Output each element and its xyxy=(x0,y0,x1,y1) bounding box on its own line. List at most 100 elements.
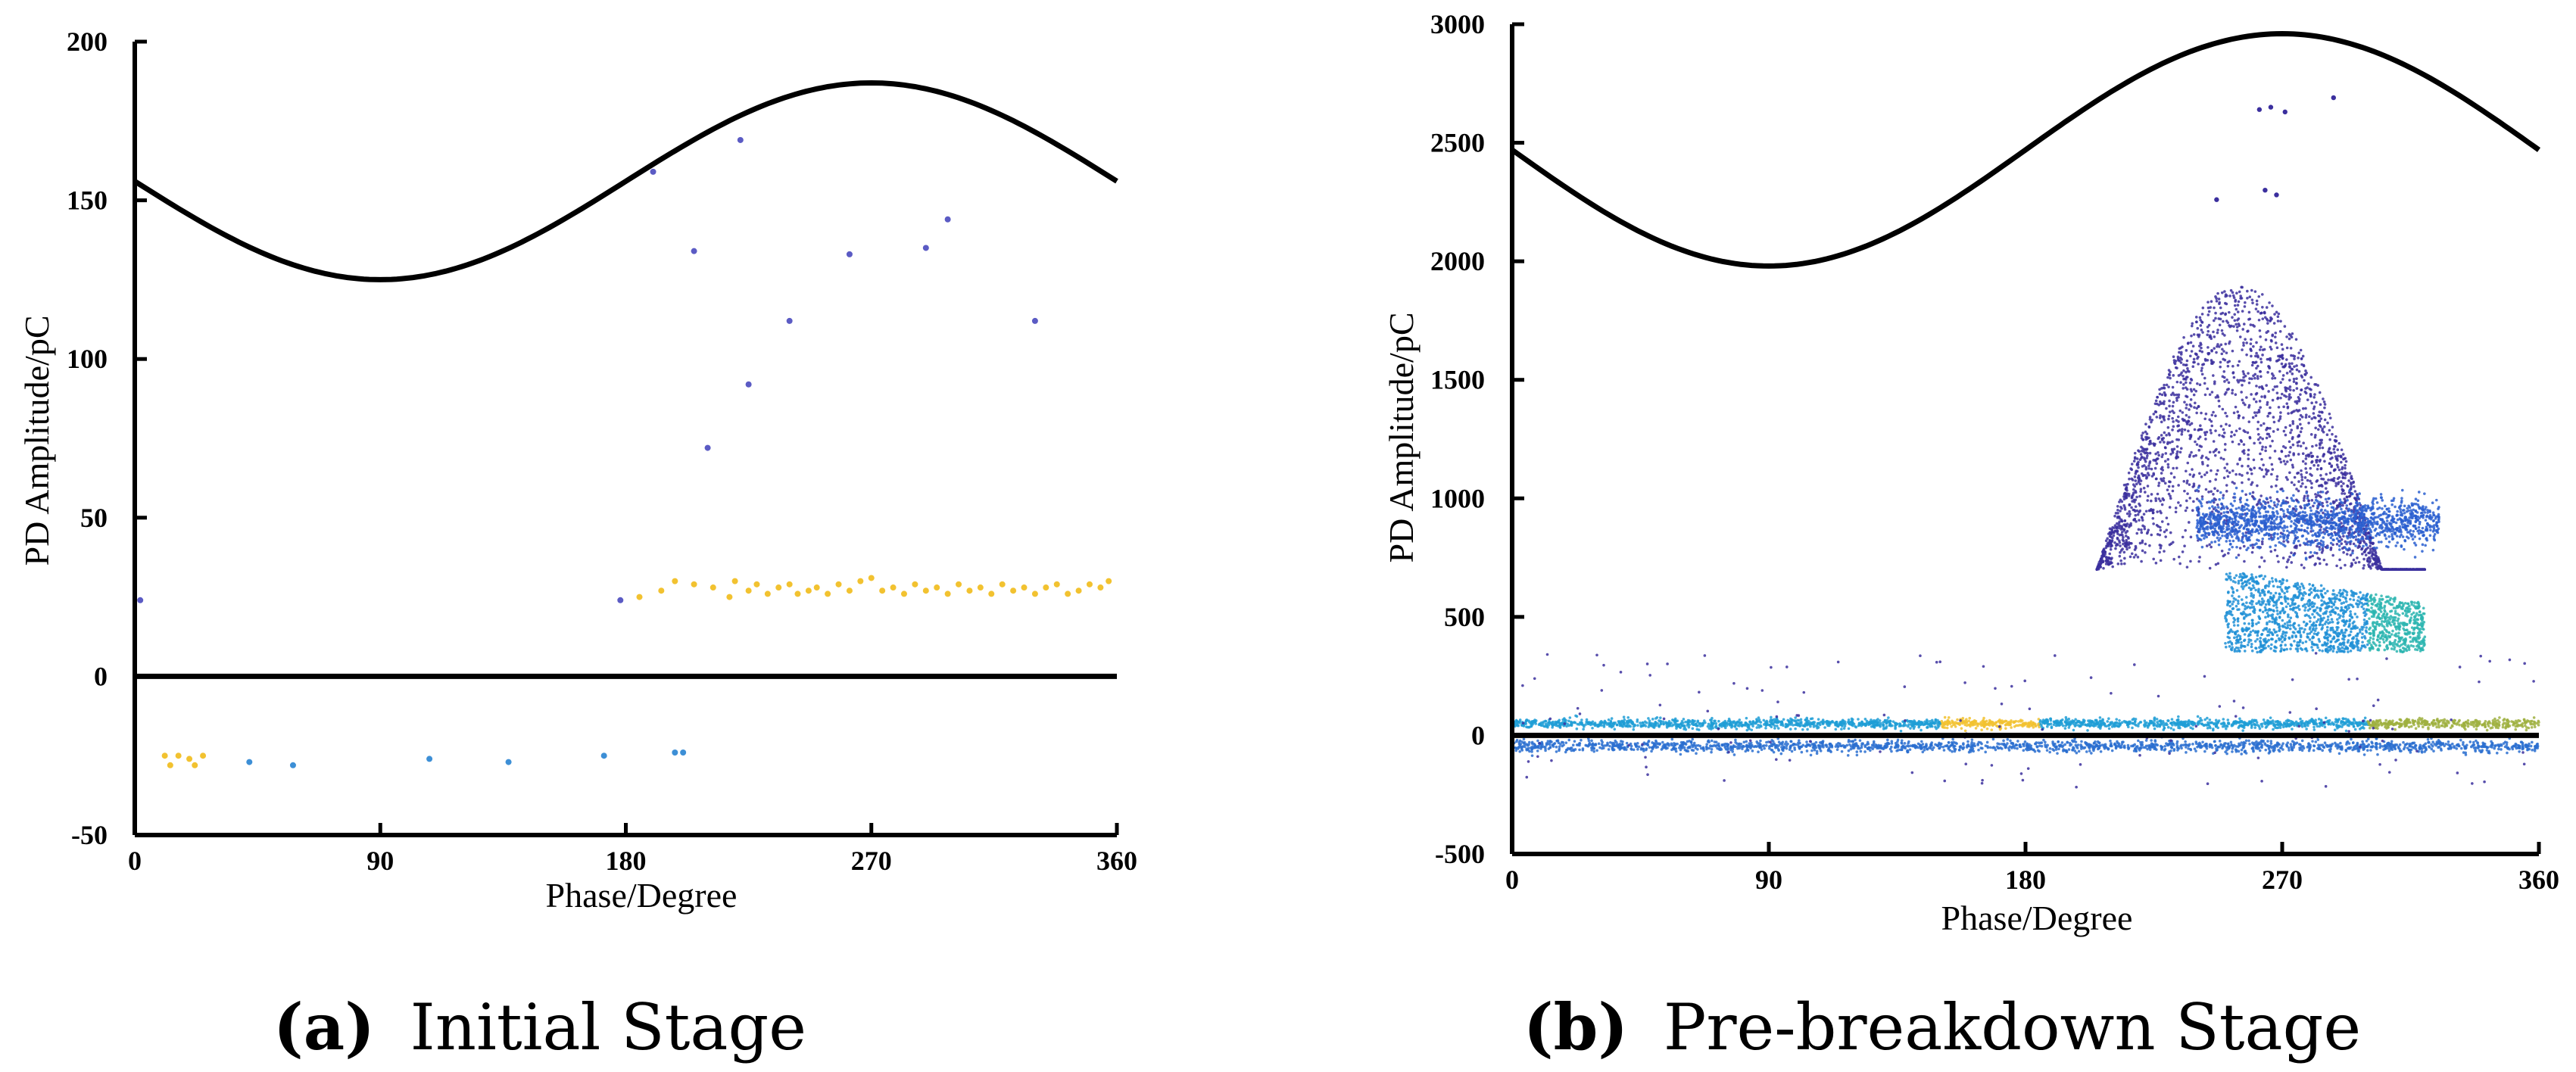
b-cluster-dot xyxy=(2403,547,2406,551)
b-cluster-dot xyxy=(2241,383,2244,387)
b-cluster-dot xyxy=(2161,497,2165,500)
b-cluster-dot xyxy=(2344,473,2347,477)
a-point-2-0 xyxy=(161,753,168,759)
b-cluster-dot xyxy=(2340,480,2343,483)
b-cluster-dot xyxy=(2297,480,2300,483)
b-cluster-dot xyxy=(2332,521,2336,524)
b-cluster-dot xyxy=(2342,601,2346,604)
b-cluster-dot xyxy=(2118,539,2121,543)
a-point-1-0 xyxy=(246,759,253,765)
b-cluster-dot xyxy=(2207,310,2211,313)
b-cluster-dot xyxy=(2300,416,2304,419)
b-cluster-dot xyxy=(2284,433,2288,437)
b-cluster-dot xyxy=(2346,498,2349,502)
b-cluster-dot xyxy=(2261,354,2264,357)
b-cluster-dot xyxy=(2375,554,2378,557)
b-cluster-dot xyxy=(2258,466,2262,470)
a-point-1-6 xyxy=(680,749,687,756)
b-cluster-dot xyxy=(2315,627,2318,630)
b-cluster-dot xyxy=(2130,477,2134,481)
b-cluster-dot xyxy=(2275,497,2279,501)
b-cluster-dot xyxy=(2122,550,2126,554)
b-cluster-dot xyxy=(2339,455,2343,458)
b-cluster-dot xyxy=(2155,462,2159,466)
b-cluster-dot xyxy=(2306,497,2309,500)
b-cluster-dot xyxy=(2390,525,2394,529)
b-cluster-dot xyxy=(2195,488,2199,492)
b-cluster-dot xyxy=(2396,619,2400,622)
b-cluster-dot xyxy=(2263,311,2266,315)
b-cluster-dot xyxy=(2303,603,2306,606)
b-cluster-dot xyxy=(2100,556,2104,559)
b-cluster-dot xyxy=(2344,476,2347,480)
b-cluster-dot xyxy=(2225,463,2229,466)
b-cluster-dot xyxy=(2172,420,2175,423)
b-cluster-dot xyxy=(2208,480,2212,483)
b-cluster-dot xyxy=(2160,472,2163,475)
b-cluster-dot xyxy=(2216,291,2219,295)
b-cluster-dot xyxy=(2276,319,2280,323)
b-cluster-dot xyxy=(2295,368,2299,372)
b-cluster-dot xyxy=(2350,475,2353,478)
b-cluster-dot xyxy=(2341,503,2344,507)
b-cluster-dot xyxy=(2340,542,2344,545)
b-cluster-dot xyxy=(2151,511,2155,514)
b-cluster-dot xyxy=(2330,618,2334,621)
b-cluster-dot xyxy=(2242,505,2246,509)
b-cluster-dot xyxy=(2175,466,2178,470)
b-cluster-dot xyxy=(2418,522,2422,526)
b-cluster-dot xyxy=(2275,609,2279,612)
b-cluster-dot xyxy=(2158,388,2161,391)
b-cluster-dot xyxy=(2264,468,2268,471)
b-cluster-dot xyxy=(2337,539,2341,543)
b-cluster-dot xyxy=(2137,528,2141,531)
b-cluster-dot xyxy=(2286,626,2290,629)
b-cluster-dot xyxy=(2257,294,2261,298)
b-cluster-dot xyxy=(2210,490,2213,493)
b-cluster-dot xyxy=(2312,501,2316,505)
b-cluster-dot xyxy=(2225,490,2228,493)
b-cluster-dot xyxy=(2214,414,2217,418)
b-cluster-dot xyxy=(2223,380,2226,383)
b-cluster-dot xyxy=(2254,307,2258,310)
b-cluster-dot xyxy=(2219,306,2222,310)
b-cluster-dot xyxy=(2246,431,2250,435)
b-cluster-dot xyxy=(2419,512,2423,515)
b-cluster-dot xyxy=(2365,626,2368,629)
b-cluster-dot xyxy=(2341,615,2345,619)
b-cluster-dot xyxy=(2146,485,2150,488)
b-cluster-dot xyxy=(2365,544,2369,547)
b-cluster-dot xyxy=(2312,588,2316,592)
b-cluster-dot xyxy=(2258,441,2262,444)
b-cluster-dot xyxy=(2236,304,2240,307)
b-cluster-dot xyxy=(2279,411,2282,414)
b-cluster-dot xyxy=(2329,541,2333,545)
b-cluster-dot xyxy=(2200,545,2204,549)
b-cluster-dot xyxy=(2175,397,2178,400)
b-cluster-dot xyxy=(2328,412,2331,416)
b-cluster-dot xyxy=(2241,348,2244,351)
b-cluster-dot xyxy=(2344,528,2348,531)
b-cluster-dot xyxy=(2328,447,2331,451)
b-cluster-dot xyxy=(2231,316,2234,319)
b-cluster-dot xyxy=(2225,510,2228,514)
b-cluster-dot xyxy=(2250,592,2253,595)
b-cluster-dot xyxy=(2276,315,2280,319)
b-cluster-dot xyxy=(2228,548,2231,551)
b-cluster-dot xyxy=(2232,325,2235,328)
b-cluster-dot xyxy=(2176,415,2180,419)
b-cluster-dot xyxy=(2232,296,2236,299)
b-cluster-dot xyxy=(2206,313,2210,316)
b-cluster-dot xyxy=(2401,612,2405,615)
b-cluster-dot xyxy=(2218,404,2221,408)
b-cluster-dot xyxy=(2326,546,2329,549)
b-cluster-dot xyxy=(2275,603,2278,606)
b-cluster-dot xyxy=(2297,528,2300,531)
b-cluster-dot xyxy=(2160,455,2164,459)
b-cluster-dot xyxy=(2309,509,2312,513)
b-cluster-dot xyxy=(2281,354,2284,357)
b-cluster-dot xyxy=(2154,410,2158,413)
b-cluster-dot xyxy=(2191,509,2194,512)
a-point-3-2 xyxy=(672,578,678,584)
b-cluster-dot xyxy=(2247,464,2250,468)
